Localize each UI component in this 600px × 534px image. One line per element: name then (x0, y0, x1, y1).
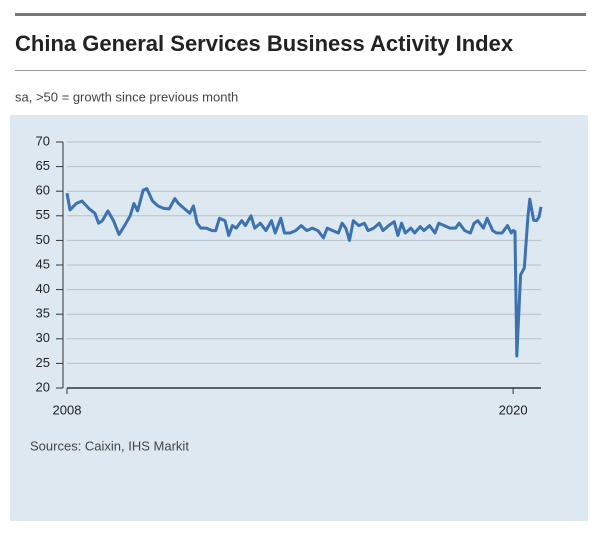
chart-title: China General Services Business Activity… (15, 31, 514, 56)
source: Sources: Caixin, IHS Markit (30, 438, 189, 453)
y-tick-label: 45 (36, 256, 50, 271)
y-tick-label: 40 (36, 281, 50, 296)
top-rule (15, 13, 586, 16)
chart-subtitle: sa, >50 = growth since previous month (15, 89, 238, 104)
y-tick-label: 50 (36, 232, 50, 247)
title-rule (15, 70, 586, 71)
y-tick-label: 30 (36, 330, 50, 345)
y-tick-label: 70 (36, 133, 50, 148)
data-line (65, 187, 543, 358)
y-tick-label: 25 (36, 355, 50, 370)
y-tick-label: 20 (36, 379, 50, 394)
x-tick-label: 2008 (53, 402, 82, 417)
y-tick-label: 60 (36, 183, 50, 198)
y-tick-label: 35 (36, 306, 50, 321)
plot-panel (10, 115, 588, 521)
y-tick-label: 55 (36, 207, 50, 222)
x-tick-label: 2020 (499, 402, 528, 417)
y-tick-label: 65 (36, 158, 50, 173)
